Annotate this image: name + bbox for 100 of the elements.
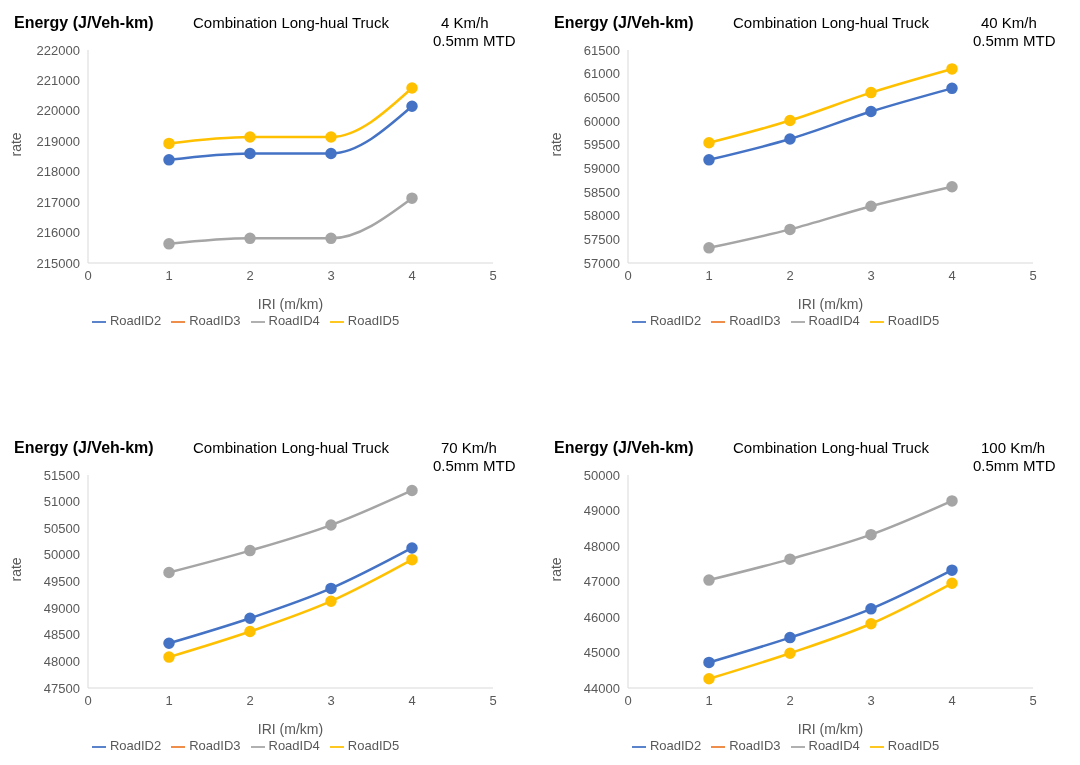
point <box>163 154 175 166</box>
y-tick-label: 219000 <box>36 133 80 149</box>
y-tick-label: 215000 <box>36 255 80 271</box>
text: Energy (J/Veh-km) <box>14 14 154 32</box>
point <box>244 625 256 638</box>
legend-label: RoadID3 <box>189 313 241 328</box>
point <box>325 595 337 607</box>
y-tick-label: 50000 <box>583 467 620 483</box>
point <box>946 564 958 576</box>
text: 70 Km/h <box>440 439 498 457</box>
point <box>946 181 958 193</box>
point <box>325 131 337 143</box>
chart-title: Combination Long-hual Truck <box>193 439 389 456</box>
point <box>244 612 256 624</box>
y-tick-label: 51000 <box>43 494 80 510</box>
point <box>865 618 877 630</box>
y-tick-label: 222000 <box>36 42 80 58</box>
x-tick-label: 5 <box>1029 693 1037 709</box>
x-tick-label: 5 <box>1029 268 1037 284</box>
point <box>703 673 715 685</box>
y-tick-label: 217000 <box>36 194 80 210</box>
point <box>406 192 418 204</box>
point <box>865 86 877 99</box>
x-tick-label: 3 <box>327 693 335 709</box>
legend-label: RoadID5 <box>347 313 400 328</box>
point <box>406 542 418 554</box>
y-axis-title: rate <box>7 132 24 157</box>
legend-label: RoadID3 <box>729 313 781 328</box>
legend-label: RoadID4 <box>268 313 320 328</box>
x-tick-label: 4 <box>948 268 956 284</box>
point <box>406 100 418 113</box>
point <box>163 637 175 650</box>
point <box>784 631 796 644</box>
point <box>946 577 958 590</box>
x-tick-label: 2 <box>786 693 794 709</box>
x-tick-label: 1 <box>165 693 173 709</box>
point <box>865 603 877 615</box>
point <box>406 553 418 566</box>
point <box>946 495 958 507</box>
y-tick-label: 61000 <box>583 66 620 82</box>
x-tick-label: 0 <box>624 268 632 284</box>
y-tick-label: 50500 <box>43 520 80 536</box>
point <box>865 200 877 212</box>
y-axis-title: rate <box>547 557 564 582</box>
legend-label: RoadID4 <box>808 313 860 328</box>
point <box>703 656 715 669</box>
point <box>784 647 796 659</box>
y-tick-label: 61500 <box>583 42 620 58</box>
y-tick-label: 47500 <box>43 680 80 696</box>
point <box>865 528 877 541</box>
point <box>784 114 796 127</box>
x-axis-title: IRI (m/km) <box>797 721 864 737</box>
x-tick-label: 4 <box>948 693 956 709</box>
chart-title: Combination Long-hual Truck <box>733 439 929 456</box>
text: 0.5mm MTD <box>973 32 1056 50</box>
y-tick-label: 218000 <box>36 164 80 180</box>
legend-label: RoadID5 <box>887 313 940 328</box>
x-axis-title: IRI (m/km) <box>797 296 864 312</box>
legend-label: RoadID4 <box>808 738 860 753</box>
chart-title: Combination Long-hual Truck <box>733 14 929 31</box>
legend-label: RoadID5 <box>887 738 940 753</box>
y-tick-label: 221000 <box>36 73 80 89</box>
text: Energy (J/Veh-km) <box>14 439 154 457</box>
point <box>325 582 337 595</box>
text: 4 Km/h <box>440 14 490 32</box>
y-tick-label: 46000 <box>583 609 620 625</box>
x-tick-label: 4 <box>408 693 416 709</box>
point <box>703 137 715 149</box>
legend-label: RoadID2 <box>109 738 162 753</box>
x-tick-label: 1 <box>705 268 713 284</box>
x-tick-label: 1 <box>705 693 713 709</box>
y-tick-label: 44000 <box>583 680 620 696</box>
point <box>163 651 175 663</box>
point <box>946 82 958 95</box>
point <box>703 574 715 586</box>
text: 0.5mm MTD <box>433 457 516 475</box>
point <box>244 147 256 160</box>
point <box>325 232 337 245</box>
legend-label: RoadID3 <box>729 738 781 753</box>
y-tick-label: 47000 <box>583 574 620 590</box>
x-tick-label: 3 <box>327 268 335 284</box>
y-tick-label: 49500 <box>43 574 80 590</box>
point <box>163 238 175 250</box>
y-axis-title: rate <box>547 132 564 157</box>
point <box>703 154 715 166</box>
y-tick-label: 60000 <box>583 113 620 129</box>
point <box>325 147 337 160</box>
y-tick-label: 49000 <box>583 503 620 519</box>
x-tick-label: 0 <box>84 693 92 709</box>
x-tick-label: 5 <box>489 693 497 709</box>
text: 0.5mm MTD <box>433 32 516 50</box>
text: Energy (J/Veh-km) <box>554 439 694 457</box>
point <box>244 544 256 557</box>
point <box>406 484 418 497</box>
y-tick-label: 48500 <box>43 627 80 643</box>
x-tick-label: 4 <box>408 268 416 284</box>
point <box>946 63 958 75</box>
legend-label: RoadID3 <box>189 738 241 753</box>
y-tick-label: 58500 <box>583 184 620 200</box>
x-tick-label: 2 <box>246 693 254 709</box>
